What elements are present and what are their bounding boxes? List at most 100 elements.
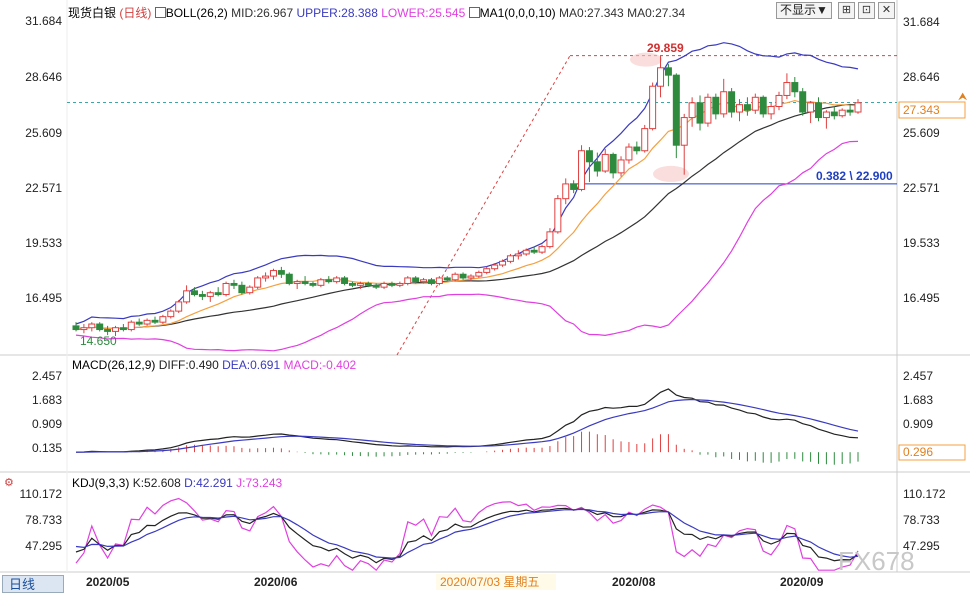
macd-dea-line: [75, 398, 859, 453]
candle-body: [720, 91, 728, 115]
boll-upper: UPPER:28.388: [296, 6, 378, 20]
boll-upper-line: [75, 42, 859, 325]
x-label-sep: 2020/09: [780, 575, 824, 589]
close-icon[interactable]: ✕: [878, 2, 895, 19]
main-header: 现货白银 (日线) BOLL(26,2) MID:26.967 UPPER:28…: [68, 4, 685, 21]
candle-body: [664, 67, 672, 76]
candle-body: [246, 286, 254, 294]
candle-body: [372, 284, 380, 288]
candle-body: [435, 277, 443, 284]
ma-line: [75, 99, 859, 331]
ma-settings-icon[interactable]: [468, 7, 480, 18]
candle-body: [238, 284, 246, 294]
candle-body: [404, 277, 412, 284]
candle-body: [96, 323, 104, 331]
candle-body: [625, 146, 633, 161]
boll-lower-line: [75, 140, 859, 352]
macd-diff-line: [75, 388, 859, 453]
candle-body: [854, 102, 862, 113]
date-tooltip-bg: [436, 574, 556, 590]
candle-body: [736, 104, 744, 113]
candle-body: [230, 282, 238, 286]
candle-body: [135, 321, 143, 325]
candle-body: [672, 74, 680, 146]
candle-body: [609, 153, 617, 174]
right-tick-28646: 28.646: [903, 70, 940, 84]
candle-body: [333, 277, 341, 283]
left-tick-110172: 110.172: [20, 487, 63, 501]
price-tag-text: 27.343: [903, 103, 940, 117]
left-tick-0909: 0.909: [32, 417, 62, 431]
candle-body: [262, 275, 270, 279]
macd-tag-text: 0.296: [903, 445, 933, 459]
layout-icon[interactable]: ⊞: [838, 2, 855, 19]
candle-body: [633, 146, 641, 152]
candle-body: [704, 96, 712, 124]
macd-value: MACD:-0.402: [283, 358, 357, 372]
candle-body: [783, 82, 791, 96]
candle-body: [427, 279, 435, 284]
candle-body: [167, 310, 175, 318]
candle-body: [364, 282, 372, 286]
candle-body: [459, 273, 467, 279]
left-tick-19533: 19.533: [25, 236, 62, 250]
ma0-value-1: MA0:27.343: [559, 6, 624, 20]
left-tick-47295: 47.295: [25, 539, 62, 553]
x-axis-labels: 2020/05 2020/06 2020/07/03 星期五 2020/08 2…: [86, 574, 824, 590]
left-tick-25609: 25.609: [25, 126, 62, 140]
candle-body: [838, 109, 846, 117]
left-tick-78733: 78.733: [25, 513, 62, 527]
candle-body: [467, 275, 475, 279]
ma0-value-2: MA0:27.34: [627, 6, 686, 20]
candle-body: [277, 270, 285, 275]
candle-body: [183, 290, 191, 303]
right-tick-16495: 16.495: [903, 291, 940, 305]
candle-body: [822, 111, 830, 119]
candle-body: [728, 91, 736, 113]
window-icon[interactable]: ⊡: [858, 2, 875, 19]
boll-mid: MID:26.967: [231, 6, 294, 20]
candle-body: [341, 277, 349, 284]
candle-body: [475, 271, 483, 277]
candle-body: [585, 150, 593, 163]
left-tick-2457: 2.457: [32, 369, 62, 383]
candle-body: [743, 104, 751, 111]
date-tooltip-text: 2020/07/03 星期五: [440, 575, 539, 589]
candle-body: [554, 198, 562, 233]
candle-body: [80, 327, 88, 331]
macd-dea: DEA:0.691: [222, 358, 281, 372]
low-label: 14.650: [80, 334, 117, 348]
left-tick-22571: 22.571: [25, 181, 62, 195]
candle-body: [396, 282, 404, 286]
right-tick-0909: 0.909: [903, 417, 933, 431]
kdj-j-line: [75, 497, 859, 572]
right-tick-78733: 78.733: [903, 513, 940, 527]
candle-body: [451, 273, 459, 281]
kdj-settings-icon[interactable]: ⚙: [4, 477, 14, 489]
candle-body: [522, 249, 530, 255]
period-tab[interactable]: 日线: [2, 575, 64, 593]
candle-body: [688, 102, 696, 119]
fib-label: 0.382 \ 22.900: [816, 169, 893, 183]
boll-settings-icon[interactable]: [154, 7, 166, 18]
kdj-k: K:52.608: [132, 476, 181, 490]
period-label: (日线): [119, 6, 152, 20]
candle-body: [696, 102, 704, 124]
candle-body: [127, 321, 135, 331]
candle-body: [712, 96, 720, 115]
candle-body: [830, 111, 838, 117]
macd-diff: DIFF:0.490: [158, 358, 219, 372]
display-dropdown[interactable]: 不显示▼: [776, 2, 832, 19]
macd-name: MACD(26,12,9): [72, 358, 156, 372]
boll-lower: LOWER:25.545: [381, 6, 466, 20]
left-axis-labels: 31.684 28.646 25.609 22.571 19.533 16.49…: [20, 14, 63, 553]
kdj-name: KDJ(9,3,3): [72, 476, 130, 490]
candle-body: [388, 282, 396, 286]
kdj-header: KDJ(9,3,3) K:52.608 D:42.291 J:73.243: [72, 476, 282, 490]
kdj-d-line: [75, 508, 859, 559]
left-tick-1683: 1.683: [32, 393, 62, 407]
candle-body: [325, 279, 333, 283]
kdj-panel: [75, 497, 859, 572]
candle-body: [198, 294, 206, 297]
